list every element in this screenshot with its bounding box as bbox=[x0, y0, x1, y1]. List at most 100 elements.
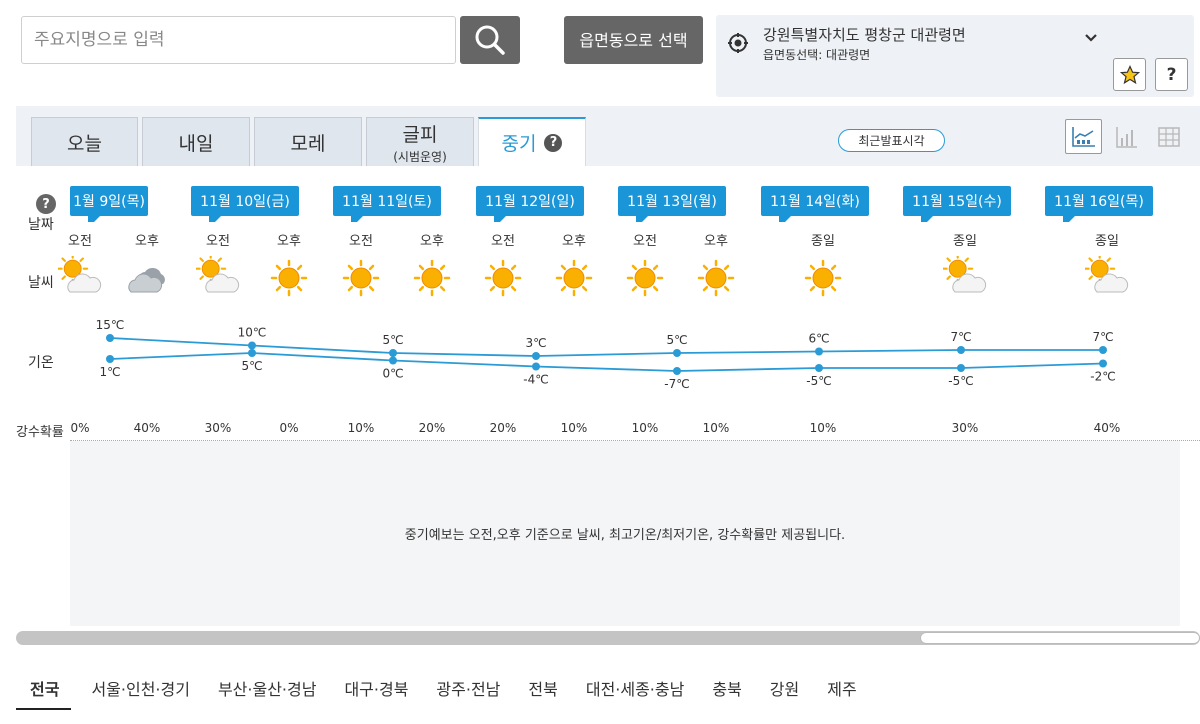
bar-view-button[interactable] bbox=[1108, 119, 1145, 154]
tab-tomorrow[interactable]: 내일 bbox=[142, 117, 250, 166]
period-label: 종일 bbox=[1095, 234, 1119, 249]
temp-label: 5℃ bbox=[241, 359, 262, 373]
temp-point bbox=[673, 367, 681, 375]
sun-icon bbox=[270, 259, 308, 297]
rain-probability: 30% bbox=[204, 421, 232, 435]
tab-today[interactable]: 오늘 bbox=[31, 117, 138, 166]
star-icon bbox=[1119, 64, 1140, 84]
temp-label: 6℃ bbox=[808, 332, 829, 346]
tab-label: 내일 bbox=[178, 132, 214, 155]
period-label: 종일 bbox=[953, 234, 977, 249]
chevron-down-icon[interactable] bbox=[1084, 31, 1098, 45]
temp-row-label: 기온 bbox=[28, 355, 54, 371]
temp-label: -5℃ bbox=[806, 374, 831, 388]
region-tab[interactable]: 대구·경북 bbox=[344, 680, 409, 699]
graph-view-button[interactable] bbox=[1065, 119, 1102, 154]
temp-label: 5℃ bbox=[666, 333, 687, 347]
temp-label: 1℃ bbox=[99, 365, 120, 379]
period-label: 오전 bbox=[68, 234, 92, 249]
region-tab-nationwide[interactable]: 전국 bbox=[16, 676, 72, 710]
rain-probability: 30% bbox=[951, 421, 979, 435]
temp-label: -5℃ bbox=[948, 374, 973, 388]
sun-cloud-icon bbox=[1085, 256, 1129, 293]
date-flag: 11월 15일(수) bbox=[903, 186, 1011, 222]
temp-point bbox=[673, 349, 681, 357]
cloudy-icon bbox=[128, 267, 165, 293]
rain-probability: 0% bbox=[279, 421, 299, 435]
temp-label: 3℃ bbox=[525, 336, 546, 350]
search-input[interactable] bbox=[21, 16, 456, 64]
date-flag: 1월 9일(목) bbox=[70, 186, 148, 222]
current-location-icon[interactable] bbox=[728, 33, 748, 53]
tab-third-day[interactable]: 글피 (시범운영) bbox=[366, 117, 474, 166]
help-icon[interactable]: ? bbox=[36, 194, 56, 214]
temp-point bbox=[248, 341, 256, 350]
bar-chart-icon bbox=[1115, 126, 1137, 148]
temp-point bbox=[389, 356, 397, 365]
temp-label: -7℃ bbox=[664, 377, 689, 391]
table-view-button[interactable] bbox=[1150, 119, 1187, 154]
rain-probability: 10% bbox=[702, 421, 730, 435]
period-label: 오전 bbox=[633, 234, 657, 249]
temp-label: -2℃ bbox=[1090, 370, 1115, 384]
search-button[interactable] bbox=[460, 16, 520, 64]
help-button[interactable]: ? bbox=[1155, 58, 1188, 91]
region-tab[interactable]: 서울·인천·경기 bbox=[91, 680, 190, 699]
date-flag: 11월 12일(일) bbox=[476, 186, 584, 222]
date-flag: 11월 16일(목) bbox=[1045, 186, 1153, 222]
rain-probability: 10% bbox=[560, 421, 588, 435]
recent-release-time-button[interactable]: 최근발표시각 bbox=[838, 129, 945, 152]
search-icon bbox=[475, 25, 505, 55]
temp-label: 5℃ bbox=[382, 333, 403, 347]
temp-point bbox=[957, 346, 965, 354]
high-temp-line bbox=[109, 337, 1103, 357]
favorite-button[interactable] bbox=[1113, 58, 1146, 91]
region-tab[interactable]: 강원 bbox=[769, 680, 800, 699]
scrollbar-thumb[interactable] bbox=[920, 632, 1200, 644]
temp-point bbox=[815, 364, 823, 372]
temp-point bbox=[106, 334, 114, 342]
temp-label: 10℃ bbox=[238, 326, 267, 340]
region-tab[interactable]: 대전·세종·충남 bbox=[585, 680, 685, 699]
sun-cloud-icon bbox=[58, 256, 102, 293]
temp-point bbox=[532, 352, 540, 360]
tab-sublabel: (시범운영) bbox=[393, 149, 447, 164]
sun-icon bbox=[413, 259, 451, 297]
help-icon[interactable]: ? bbox=[544, 133, 563, 152]
select-by-town-button[interactable]: 읍면동으로 선택 bbox=[564, 16, 703, 64]
region-tab[interactable]: 부산·울산·경남 bbox=[217, 680, 317, 699]
period-label: 오후 bbox=[420, 234, 444, 249]
temp-point bbox=[1099, 346, 1107, 354]
tab-midterm[interactable]: 중기? bbox=[478, 117, 586, 166]
period-label: 오전 bbox=[349, 234, 373, 249]
period-label: 오후 bbox=[704, 234, 728, 249]
rain-probability: 20% bbox=[418, 421, 446, 435]
sun-icon bbox=[555, 259, 593, 297]
temp-point bbox=[389, 349, 397, 357]
temp-point bbox=[532, 362, 540, 371]
sun-icon bbox=[804, 259, 842, 297]
sun-icon bbox=[697, 259, 735, 297]
horizontal-scrollbar[interactable] bbox=[16, 631, 1200, 645]
region-tab[interactable]: 충북 bbox=[712, 680, 742, 699]
period-label: 오전 bbox=[206, 234, 230, 249]
low-temp-line bbox=[109, 352, 1104, 372]
date-row-label: 날짜 bbox=[28, 217, 54, 233]
region-tab[interactable]: 광주·전남 bbox=[436, 680, 501, 699]
sun-icon bbox=[626, 259, 664, 297]
temp-point bbox=[106, 355, 114, 363]
date-flag: 11월 14일(화) bbox=[761, 186, 869, 222]
date-flag: 11월 13일(월) bbox=[618, 186, 726, 222]
temp-point bbox=[248, 349, 256, 357]
temp-point bbox=[815, 347, 823, 356]
period-label: 오후 bbox=[562, 234, 586, 249]
temp-label: 7℃ bbox=[950, 330, 971, 344]
region-tab[interactable]: 전북 bbox=[528, 680, 558, 699]
temp-label: -4℃ bbox=[523, 373, 548, 387]
rain-probability: 10% bbox=[631, 421, 659, 435]
sun-icon bbox=[342, 259, 380, 297]
date-flag: 11월 10일(금) bbox=[191, 186, 299, 222]
tab-day-after[interactable]: 모레 bbox=[254, 117, 362, 166]
rain-probability: 40% bbox=[1093, 421, 1121, 435]
region-tab[interactable]: 제주 bbox=[827, 680, 857, 699]
